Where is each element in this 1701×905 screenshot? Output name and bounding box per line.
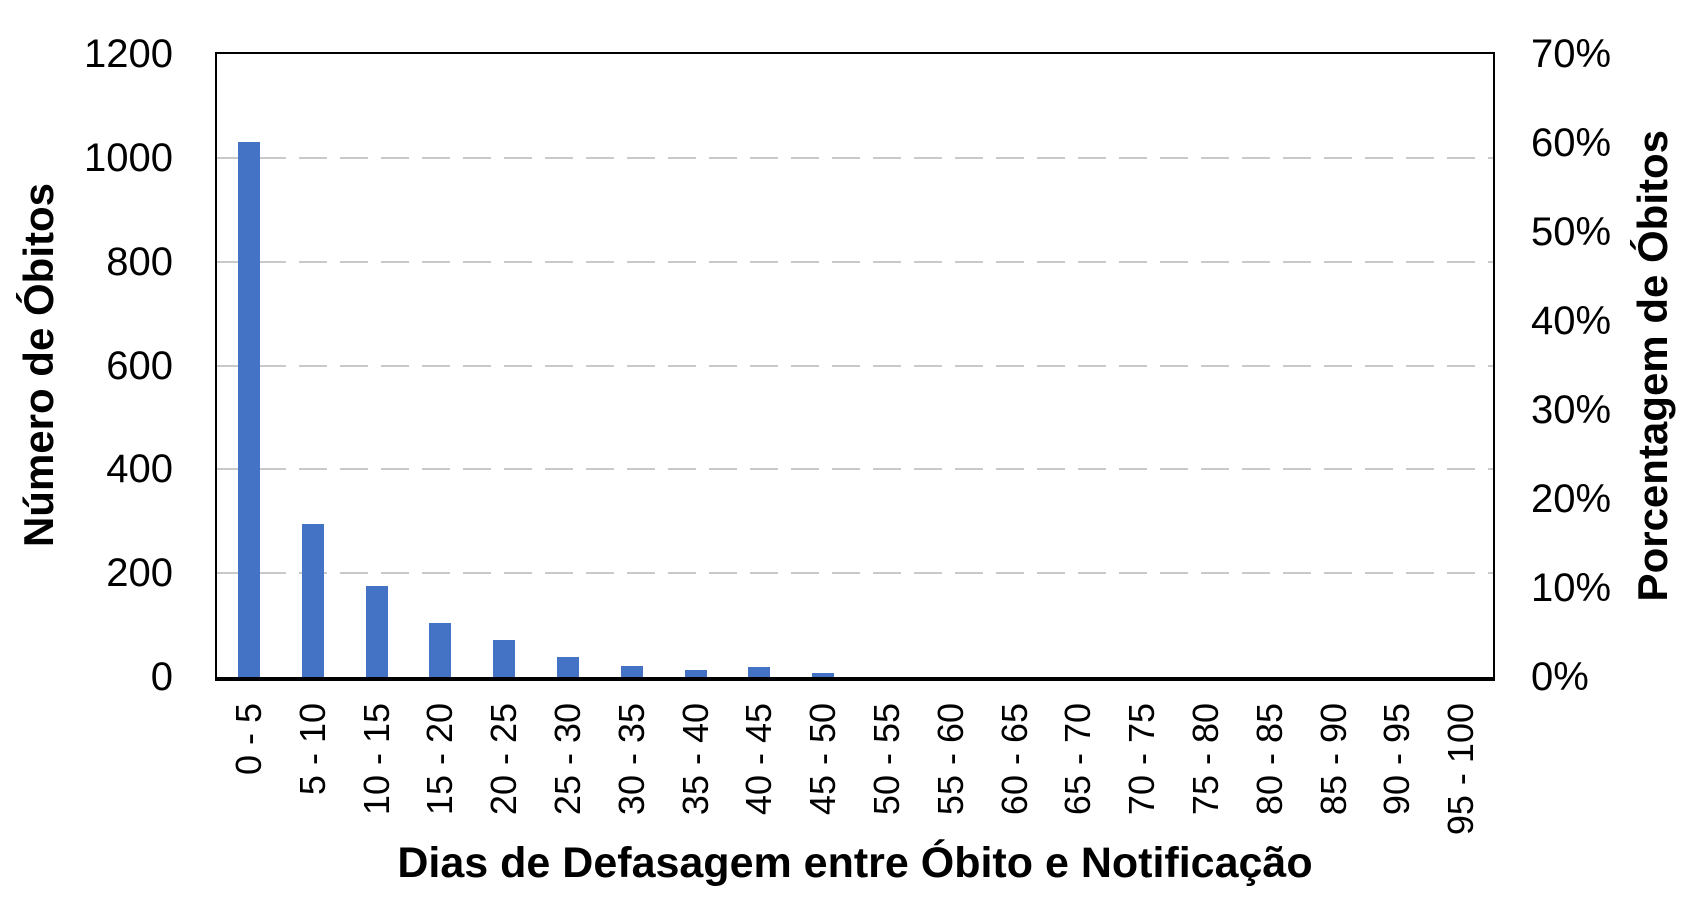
x-tick-label: 40 - 45 xyxy=(738,703,780,816)
x-tick-label: 15 - 20 xyxy=(419,703,461,816)
x-tick-40-45: 40 - 45 xyxy=(727,703,791,853)
bar-40-45 xyxy=(748,666,771,677)
y-right-tick-10pct: 10% xyxy=(1531,566,1612,610)
x-tick-65-70: 65 - 70 xyxy=(1046,703,1110,853)
x-axis-title: Dias de Defasagem entre Óbito e Notifica… xyxy=(397,839,1313,887)
gridline-600 xyxy=(217,364,1493,367)
x-tick-label: 20 - 25 xyxy=(483,703,525,816)
x-tick-75-80: 75 - 80 xyxy=(1174,703,1238,853)
x-tick-label: 85 - 90 xyxy=(1312,703,1354,816)
x-tick-label: 90 - 95 xyxy=(1376,703,1418,816)
x-tick-80-85: 80 - 85 xyxy=(1238,703,1302,853)
x-tick-label: 65 - 70 xyxy=(1057,703,1099,816)
plot-area xyxy=(215,52,1495,681)
x-tick-label: 70 - 75 xyxy=(1121,703,1163,816)
bar-10-15 xyxy=(365,585,388,677)
x-tick-95-100: 95 - 100 xyxy=(1429,703,1493,853)
x-tick-70-75: 70 - 75 xyxy=(1110,703,1174,853)
gridline-800 xyxy=(217,260,1493,263)
x-tick-label: 45 - 50 xyxy=(802,703,844,816)
bar-35-40 xyxy=(684,669,707,677)
bar-0-5 xyxy=(237,142,260,677)
x-tick-10-15: 10 - 15 xyxy=(345,703,409,853)
x-tick-0-5: 0 - 5 xyxy=(217,703,281,853)
bar-15-20 xyxy=(429,622,452,677)
y-right-tick-50pct: 50% xyxy=(1531,210,1612,254)
y-right-tick-0pct: 0% xyxy=(1531,655,1589,699)
y-right-tick-30pct: 30% xyxy=(1531,388,1612,432)
y-right-tick-60pct: 60% xyxy=(1531,121,1612,165)
y-left-tick-1000: 1000 xyxy=(84,135,173,180)
x-tick-label: 75 - 80 xyxy=(1185,703,1227,816)
x-tick-label: 80 - 85 xyxy=(1248,703,1290,816)
x-tick-label: 60 - 65 xyxy=(993,703,1035,816)
gridline-1000 xyxy=(217,156,1493,159)
x-tick-label: 5 - 10 xyxy=(291,703,333,796)
y-left-tick-1200: 1200 xyxy=(84,32,173,76)
x-tick-50-55: 50 - 55 xyxy=(855,703,919,853)
x-tick-55-60: 55 - 60 xyxy=(919,703,983,853)
x-tick-25-30: 25 - 30 xyxy=(536,703,600,853)
x-tick-label: 35 - 40 xyxy=(674,703,716,816)
x-tick-85-90: 85 - 90 xyxy=(1302,703,1366,853)
x-tick-60-65: 60 - 65 xyxy=(983,703,1047,853)
x-tick-label: 25 - 30 xyxy=(547,703,589,816)
y-right-tick-40pct: 40% xyxy=(1531,299,1612,343)
x-tick-5-10: 5 - 10 xyxy=(281,703,345,853)
x-tick-30-35: 30 - 35 xyxy=(600,703,664,853)
x-tick-label: 55 - 60 xyxy=(929,703,971,816)
x-tick-label: 0 - 5 xyxy=(228,703,270,776)
bar-5-10 xyxy=(301,524,324,677)
x-tick-20-25: 20 - 25 xyxy=(472,703,536,853)
x-tick-label: 30 - 35 xyxy=(610,703,652,816)
y-left-tick-800: 800 xyxy=(106,239,173,284)
x-tick-label: 50 - 55 xyxy=(866,703,908,816)
bar-25-30 xyxy=(556,657,579,677)
gridline-400 xyxy=(217,468,1493,471)
x-tick-35-40: 35 - 40 xyxy=(664,703,728,853)
x-tick-45-50: 45 - 50 xyxy=(791,703,855,853)
x-tick-90-95: 90 - 95 xyxy=(1365,703,1429,853)
x-tick-label: 10 - 15 xyxy=(355,703,397,816)
x-tick-label: 95 - 100 xyxy=(1440,703,1482,836)
y-left-tick-400: 400 xyxy=(106,447,173,492)
y-right-tick-70pct: 70% xyxy=(1531,32,1612,76)
bar-30-35 xyxy=(620,666,643,677)
y-axis-title-right: Porcentagem de Óbitos xyxy=(1629,129,1676,602)
bar-45-50 xyxy=(812,673,835,677)
y-left-tick-0: 0 xyxy=(150,655,173,699)
x-tick-15-20: 15 - 20 xyxy=(408,703,472,853)
y-right-tick-20pct: 20% xyxy=(1531,477,1612,521)
y-left-tick-600: 600 xyxy=(106,343,173,388)
bar-20-25 xyxy=(493,639,516,677)
gridline-200 xyxy=(217,572,1493,575)
y-left-tick-200: 200 xyxy=(106,551,173,596)
